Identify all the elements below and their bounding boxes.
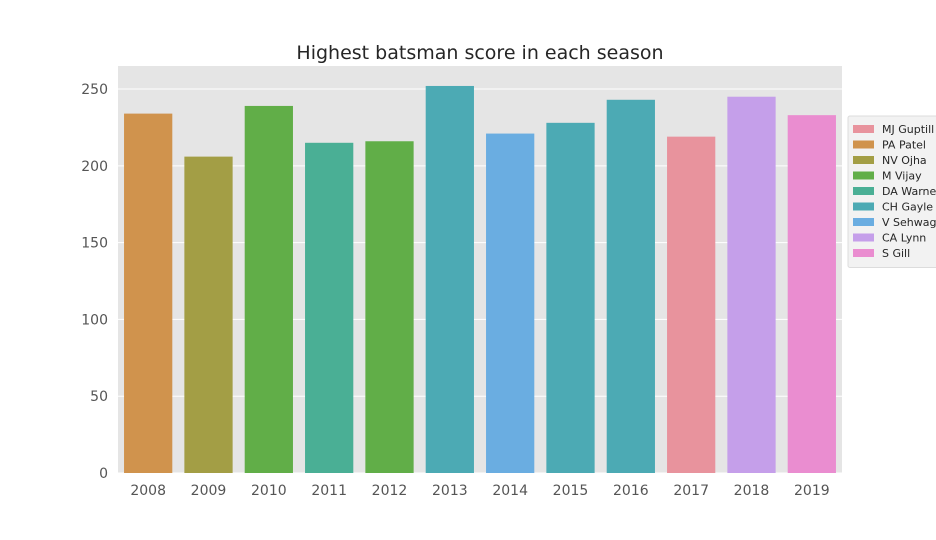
legend-swatch	[853, 233, 874, 242]
x-tick-label: 2013	[432, 483, 468, 499]
legend-swatch	[853, 249, 874, 257]
legend-label: CH Gayle	[882, 201, 933, 214]
y-tick-label: 50	[90, 389, 108, 405]
y-axis-ticks: 0 50 100 150 200 250	[81, 82, 108, 482]
y-tick-label: 100	[81, 312, 108, 328]
y-tick-label: 150	[81, 236, 108, 252]
bar-2010	[244, 105, 293, 474]
bar-2011	[305, 142, 354, 473]
x-tick-label: 2015	[553, 483, 589, 499]
bar-2018	[727, 96, 776, 473]
bar-2012	[365, 141, 414, 474]
legend-label: DA Warner	[882, 185, 936, 198]
x-axis-ticks: 2008 2009 2010 2011 2012 2013 2014 2015 2016 2017…	[130, 483, 829, 499]
legend-label: PA Patel	[882, 139, 926, 152]
x-tick-label: 2011	[311, 483, 347, 499]
x-tick-label: 2014	[492, 483, 528, 499]
bar-2008	[124, 113, 173, 473]
x-tick-label: 2018	[734, 483, 770, 499]
legend-swatch	[853, 202, 874, 211]
x-tick-label: 2016	[613, 483, 649, 499]
legend-label: V Sehwag	[882, 216, 936, 229]
x-tick-label: 2019	[794, 483, 830, 499]
plot-area	[118, 66, 842, 473]
bar-2016	[606, 99, 655, 473]
bar-2019	[787, 115, 836, 474]
legend-label: M Vijay	[882, 170, 922, 183]
bar-2017	[667, 136, 716, 474]
legend-swatch	[853, 125, 874, 133]
chart-title: Highest batsman score in each season	[296, 42, 663, 64]
x-tick-label: 2008	[130, 483, 166, 499]
bar-2013	[425, 85, 474, 473]
legend-swatch	[853, 171, 874, 180]
bars	[124, 85, 836, 474]
bar-2009	[184, 156, 233, 473]
y-tick-label: 0	[99, 466, 108, 482]
legend-box	[847, 115, 936, 268]
bar-2015	[546, 122, 595, 473]
legend-label: CA Lynn	[882, 232, 926, 245]
x-tick-label: 2017	[673, 483, 709, 499]
legend-swatch	[853, 187, 874, 195]
x-tick-label: 2009	[191, 483, 227, 499]
x-tick-label: 2012	[372, 483, 408, 499]
legend-swatch	[853, 140, 874, 149]
gridlines	[118, 88, 842, 474]
legend-swatch	[853, 156, 874, 164]
legend-label: S Gill	[882, 247, 910, 260]
legend: MJ Guptill PA Patel NV Ojha M Vijay DA Warne…	[847, 115, 936, 268]
legend-swatch	[853, 218, 874, 226]
y-tick-label: 250	[81, 82, 108, 98]
bar-2014	[486, 133, 535, 473]
y-tick-label: 200	[81, 159, 108, 175]
x-tick-label: 2010	[251, 483, 287, 499]
legend-label: MJ Guptill	[882, 123, 934, 136]
legend-label: NV Ojha	[882, 154, 927, 167]
